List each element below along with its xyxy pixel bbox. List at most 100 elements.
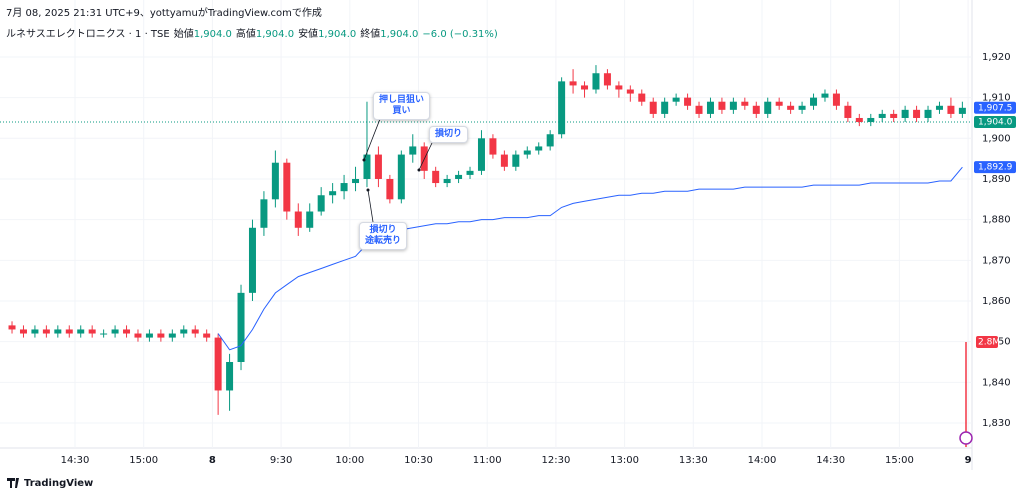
candle-body — [65, 329, 73, 334]
y-tick-label: 1,900 — [982, 133, 1011, 144]
candle-body — [386, 178, 394, 200]
candle-body — [363, 154, 371, 179]
ohlc-value: 1,904.0 — [193, 29, 232, 40]
candle-body — [294, 211, 302, 228]
annotation: 損切り 途転売り — [359, 222, 408, 250]
price-label: 1,904.0 — [978, 118, 1013, 128]
candle-body — [901, 109, 909, 118]
candle-body — [100, 333, 108, 335]
candle-body — [924, 109, 932, 118]
candle-body — [661, 101, 669, 114]
candle-body — [157, 333, 165, 338]
candle-body — [855, 117, 863, 123]
candle-body — [729, 101, 737, 110]
alert-icon — [959, 431, 973, 445]
annotation-tip — [417, 168, 421, 172]
candle-body — [111, 329, 119, 334]
vwap-line — [217, 166, 963, 351]
symbol: ルネサスエレクトロニクス · 1 · TSE — [6, 29, 170, 40]
candle-body — [77, 329, 85, 334]
x-tick-label: 9 — [965, 455, 972, 466]
candle-body — [935, 105, 943, 110]
y-tick-label: 1,830 — [982, 418, 1011, 429]
volume-label-bg — [976, 336, 998, 348]
candle-body — [180, 329, 188, 334]
candle-body — [237, 292, 245, 362]
annotation-text: 損切り — [369, 225, 397, 235]
x-tick-label: 15:00 — [129, 455, 158, 466]
candle-body — [226, 361, 234, 391]
annotation-text: 押し目狙い — [379, 95, 425, 105]
annotation-text: 買い — [392, 106, 411, 116]
x-tick-label: 8 — [209, 455, 216, 466]
candle-body — [168, 333, 176, 338]
ohlc-label: 終値 — [360, 29, 381, 40]
candle-body — [248, 227, 256, 293]
candle-body — [340, 183, 348, 192]
candle-body — [477, 138, 485, 171]
candle-body — [432, 170, 440, 184]
y-tick-label: 1,920 — [982, 52, 1011, 63]
candle-body — [947, 105, 955, 114]
candle-body — [535, 146, 543, 151]
candle-body — [775, 101, 783, 106]
candle-body — [8, 325, 16, 330]
price-label: 1,907.5 — [978, 103, 1012, 113]
candle-body — [787, 105, 795, 110]
candle-body — [890, 113, 898, 118]
candle-body — [19, 329, 27, 334]
candle-body — [821, 93, 829, 98]
ohlc-value: 1,904.0 — [255, 29, 295, 40]
candle-body — [626, 89, 634, 94]
y-tick-label: 1,910 — [982, 93, 1011, 104]
x-tick-label: 12:30 — [541, 455, 570, 466]
candle-body — [695, 105, 703, 114]
annotation: 損切り — [429, 126, 469, 143]
candle-body — [718, 101, 726, 110]
annotation-tip — [366, 188, 370, 192]
annotation-arrow — [367, 189, 374, 223]
candle-body — [764, 101, 772, 114]
y-tick-label: 1,860 — [982, 296, 1011, 307]
candle-body — [317, 195, 325, 212]
candle-body — [844, 105, 852, 118]
change: −6.0 (−0.31%) — [422, 29, 498, 40]
annotation-text: 途転売り — [365, 236, 402, 246]
candle-body — [810, 97, 818, 106]
y-tick-label: 1,880 — [982, 215, 1011, 226]
candle-body — [397, 154, 405, 200]
candle-body — [123, 329, 131, 334]
x-tick-label: 14:30 — [61, 455, 90, 466]
candle-body — [615, 85, 623, 90]
price-label-bg — [974, 101, 1016, 114]
candle-body — [832, 93, 840, 106]
candle-body — [54, 329, 62, 334]
footer-logo: TradingView — [24, 478, 93, 489]
annotation-tip — [362, 158, 366, 162]
candle-body — [329, 191, 337, 196]
candle-body — [798, 105, 806, 110]
candle-body — [512, 154, 520, 167]
ohlc-label: 高値 — [235, 29, 256, 40]
x-tick-label: 14:00 — [748, 455, 777, 466]
ohlc-value: 1,904.0 — [380, 29, 419, 40]
candle-body — [88, 329, 96, 334]
candle-body — [283, 162, 291, 212]
candle-body — [260, 199, 268, 228]
candle-body — [706, 101, 714, 114]
price-label-bg — [974, 161, 1016, 174]
candle-body — [306, 211, 314, 228]
candle-body — [523, 150, 531, 155]
candle-body — [603, 73, 611, 86]
candle-body — [569, 81, 577, 86]
candle-body — [581, 85, 589, 90]
annotation-arrow — [363, 118, 381, 161]
candle-body — [752, 105, 760, 114]
candle-body — [42, 329, 50, 334]
credit: 7月 08, 2025 21:31 UTC+9、yottyamuがTrading… — [6, 8, 322, 19]
candle-body — [134, 333, 142, 338]
candle-body — [466, 170, 474, 175]
candle-body — [489, 138, 497, 155]
